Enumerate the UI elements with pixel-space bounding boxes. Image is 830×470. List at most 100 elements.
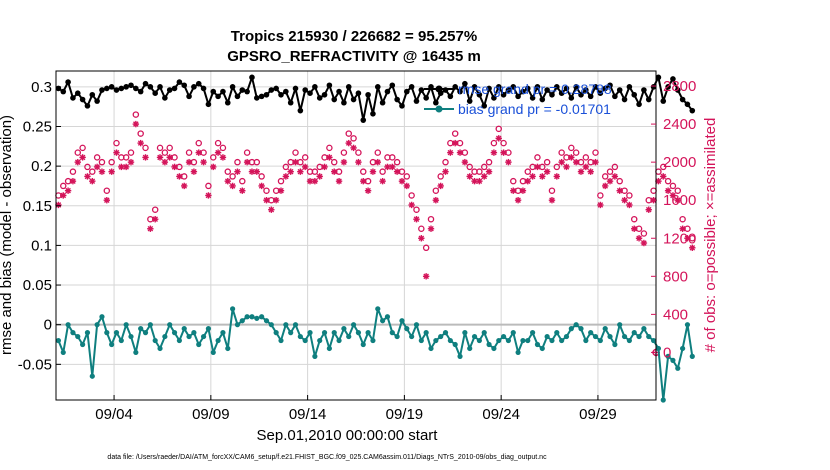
obs-assimilated-point <box>587 168 594 175</box>
rmse-point <box>481 103 488 109</box>
rmse-point <box>224 99 231 106</box>
bias-point <box>365 330 371 336</box>
asterisk-stroke <box>539 173 546 180</box>
obs-assimilated-point <box>287 168 294 175</box>
rmse-point <box>587 93 594 100</box>
obs-possible-point <box>480 163 488 171</box>
bias-point <box>268 322 274 328</box>
bias-point <box>428 345 434 352</box>
bias-point <box>244 314 250 320</box>
obs-assimilated-point <box>422 273 430 280</box>
obs-possible-point <box>616 177 623 185</box>
obs-assimilated-point <box>674 197 681 204</box>
x-tick-label: 09/29 <box>579 406 617 423</box>
x-tick-label: 09/09 <box>192 406 230 423</box>
asterisk-stroke <box>491 149 497 156</box>
rmse-point <box>413 98 420 104</box>
obs-assimilated-point <box>403 182 411 190</box>
asterisk-stroke <box>554 173 560 180</box>
bias-point <box>200 333 207 340</box>
asterisk-stroke <box>89 178 96 184</box>
obs-possible-point <box>122 154 130 161</box>
obs-assimilated-point <box>161 158 169 166</box>
rmse-point <box>645 96 652 103</box>
rmse-point <box>404 88 410 95</box>
obs-possible-point <box>582 154 590 161</box>
asterisk-stroke <box>665 187 671 194</box>
bias-point <box>297 333 303 340</box>
obs-possible-point <box>442 158 449 166</box>
rmse-point <box>302 87 308 93</box>
bias-point <box>186 333 192 340</box>
asterisk-stroke <box>118 164 125 170</box>
bias-layer <box>55 306 695 403</box>
rmse-point <box>268 87 275 93</box>
rmse-point <box>258 93 265 100</box>
bias-point <box>181 326 187 332</box>
bias-point <box>549 337 555 344</box>
bias-point <box>84 330 91 336</box>
rmse-point <box>263 91 270 98</box>
obs-possible-point <box>592 149 599 156</box>
obs-possible-point <box>263 187 270 194</box>
asterisk-stroke <box>374 159 381 165</box>
obs-possible-point <box>606 168 614 175</box>
obs-assimilated-point <box>306 177 314 185</box>
asterisk-stroke <box>423 273 429 280</box>
obs-possible-point <box>548 187 556 194</box>
obs-assimilated-point <box>427 225 435 232</box>
rmse-point <box>254 95 260 101</box>
bias-point <box>171 330 178 336</box>
bias-point <box>418 337 424 344</box>
bias-point <box>496 337 502 344</box>
asterisk-stroke <box>244 159 250 165</box>
rmse-point <box>162 95 168 101</box>
bias-point <box>113 330 120 336</box>
bias-point <box>273 330 279 336</box>
obs-possible-point <box>84 163 91 171</box>
obs-assimilated-point <box>577 168 585 175</box>
bias-point <box>394 333 400 340</box>
rmse-point <box>616 87 623 93</box>
obs-assimilated-point <box>490 149 498 156</box>
asterisk-stroke <box>350 145 357 151</box>
obs-possible-point <box>543 158 551 166</box>
rmse-point <box>500 91 507 98</box>
asterisk-stroke <box>258 183 265 189</box>
x-tick-label: 09/14 <box>289 406 327 423</box>
obs-assimilated-point <box>543 168 551 175</box>
asterisk-stroke <box>162 159 168 165</box>
bias-point <box>259 314 265 320</box>
legend: rmse grand pr = 0.28788 bias grand pr = … <box>424 81 612 117</box>
bias-point <box>438 333 444 340</box>
asterisk-stroke <box>234 168 241 175</box>
obs-possible-point <box>558 149 565 156</box>
asterisk-stroke <box>345 140 352 146</box>
asterisk-stroke <box>302 164 308 170</box>
asterisk-stroke <box>587 168 594 175</box>
asterisk-stroke <box>239 187 246 194</box>
x-tick-label: 09/24 <box>482 406 520 423</box>
obs-possible-point <box>355 149 362 156</box>
asterisk-stroke <box>263 197 270 204</box>
asterisk-stroke <box>60 192 67 199</box>
bias-point <box>350 322 357 328</box>
rmse-point <box>171 85 178 92</box>
bias-point <box>617 322 623 328</box>
obs-possible-point <box>597 192 604 199</box>
obs-possible-point <box>224 168 232 175</box>
rmse-point <box>524 85 531 92</box>
obs-possible-point <box>626 192 633 199</box>
obs-assimilated-point <box>108 168 115 175</box>
obs-possible-point <box>437 173 444 180</box>
obs-assimilated-point <box>69 177 77 185</box>
obs-possible-point <box>137 130 144 137</box>
obs-assimilated-point <box>626 201 633 209</box>
y-right-tick-label: 2000 <box>663 154 696 171</box>
obs-possible-point <box>664 177 672 185</box>
obs-possible-point <box>485 158 493 166</box>
y-axis-left-label: rmse and bias (model - observation) <box>0 115 15 355</box>
asterisk-stroke <box>65 187 71 194</box>
rmse-point <box>558 90 565 96</box>
obs-assimilated-point <box>529 173 536 180</box>
